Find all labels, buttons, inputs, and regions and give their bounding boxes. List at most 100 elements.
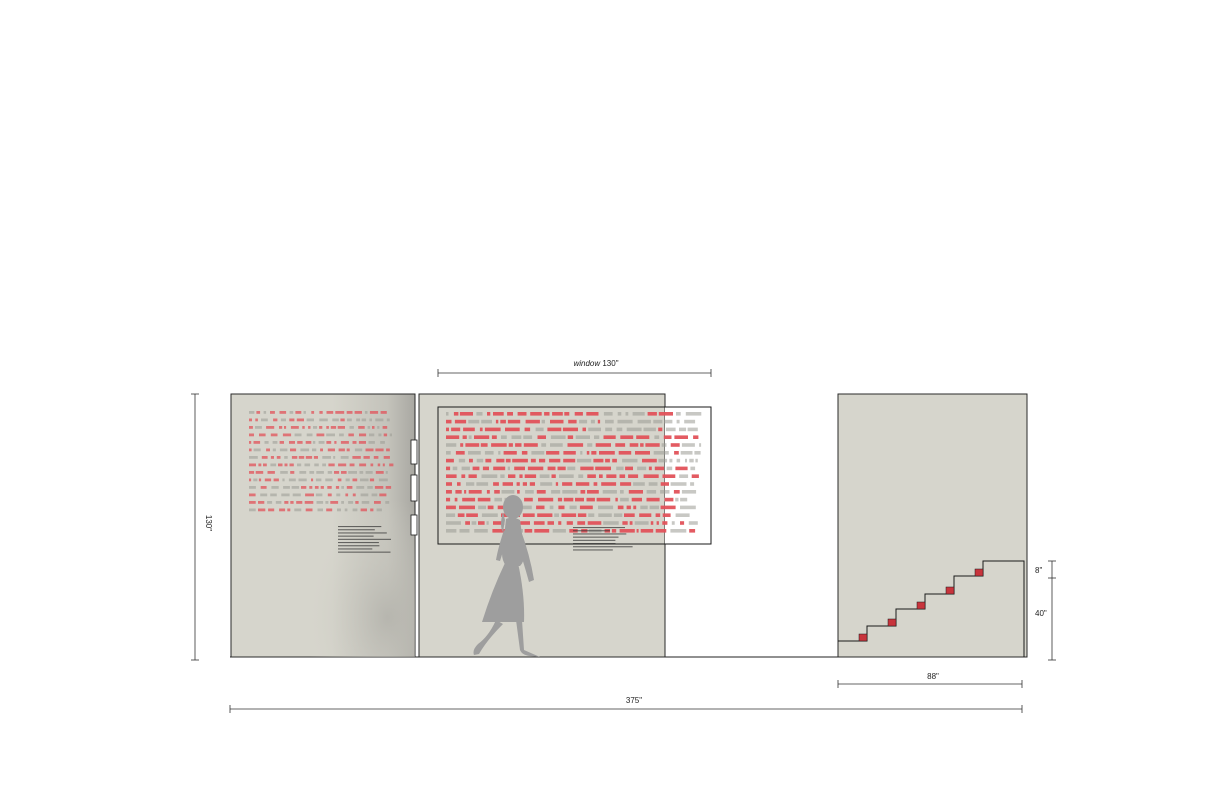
caption-line <box>338 535 374 537</box>
text-mark <box>520 521 530 525</box>
text-mark <box>676 458 681 463</box>
text-mark <box>360 508 367 512</box>
text-mark <box>491 443 507 447</box>
caption-line <box>573 539 616 541</box>
window-dimension-label: window 130" <box>573 359 618 368</box>
text-mark <box>622 458 638 463</box>
text-mark <box>491 435 497 439</box>
window-caption <box>573 527 633 551</box>
text-mark <box>258 463 262 467</box>
text-mark <box>524 427 531 432</box>
text-mark <box>249 418 252 422</box>
text-mark <box>561 513 577 517</box>
text-mark <box>521 451 528 455</box>
text-mark <box>508 474 516 478</box>
text-mark <box>699 443 702 447</box>
text-mark <box>616 427 623 432</box>
text-mark <box>525 490 534 494</box>
text-mark <box>524 474 537 478</box>
text-mark <box>369 411 379 414</box>
text-mark <box>272 441 278 444</box>
text-mark <box>691 474 699 478</box>
text-mark <box>249 456 258 459</box>
text-mark <box>558 505 565 510</box>
caption-line <box>573 536 619 538</box>
text-mark <box>541 419 545 424</box>
caption-line <box>338 548 373 550</box>
text-mark <box>327 486 332 489</box>
text-mark <box>301 486 307 489</box>
text-mark <box>685 458 687 463</box>
text-mark <box>369 418 372 422</box>
text-mark <box>352 478 358 482</box>
text-mark <box>551 474 556 478</box>
text-mark <box>580 490 586 494</box>
text-mark <box>555 482 559 486</box>
text-mark <box>284 426 287 429</box>
text-mark <box>632 412 645 416</box>
text-mark <box>354 448 363 452</box>
text-mark <box>628 490 643 494</box>
text-mark <box>666 466 673 471</box>
text-mark <box>327 493 332 497</box>
text-mark <box>669 458 673 463</box>
text-mark <box>298 456 305 459</box>
text-mark <box>693 435 699 439</box>
text-mark <box>446 443 457 447</box>
text-mark <box>670 529 687 533</box>
text-mark <box>386 448 390 452</box>
text-mark <box>300 448 310 452</box>
text-mark <box>316 501 324 504</box>
text-mark <box>596 497 611 502</box>
text-mark <box>468 451 481 455</box>
text-mark <box>524 529 533 533</box>
text-mark <box>468 435 472 439</box>
text-mark <box>355 501 359 504</box>
text-mark <box>534 529 550 533</box>
text-mark <box>446 505 456 510</box>
text-mark <box>688 521 698 525</box>
text-mark <box>290 448 297 452</box>
text-mark <box>549 458 561 463</box>
caption-line <box>338 545 380 547</box>
text-mark <box>485 458 492 463</box>
text-mark <box>268 508 275 512</box>
text-mark <box>378 433 382 437</box>
text-mark <box>580 466 594 471</box>
text-mark <box>319 426 323 429</box>
text-mark <box>626 427 642 432</box>
walking-woman-silhouette-icon <box>473 495 540 657</box>
text-mark <box>276 456 281 459</box>
text-mark <box>598 505 614 510</box>
text-mark <box>599 474 603 478</box>
text-mark <box>563 451 576 455</box>
text-mark <box>551 490 561 494</box>
text-mark <box>249 508 256 512</box>
text-mark <box>345 478 350 482</box>
text-mark <box>643 427 656 432</box>
text-mark <box>494 490 500 494</box>
text-mark <box>377 463 381 467</box>
text-mark <box>493 482 499 486</box>
text-mark <box>263 411 267 414</box>
text-mark <box>673 490 680 494</box>
text-mark <box>284 463 288 467</box>
text-mark <box>272 448 276 452</box>
text-mark <box>562 490 578 494</box>
step-dimension-label: 8" <box>1035 566 1042 575</box>
text-mark <box>611 529 617 533</box>
text-mark <box>620 435 634 439</box>
text-mark <box>260 493 268 497</box>
text-mark <box>296 501 303 504</box>
text-mark <box>622 521 628 525</box>
text-mark <box>523 443 538 447</box>
text-mark <box>633 505 637 510</box>
text-mark <box>325 478 333 482</box>
text-mark <box>478 521 485 525</box>
text-mark <box>298 478 307 482</box>
text-mark <box>360 478 369 482</box>
text-mark <box>258 478 262 482</box>
text-mark <box>365 448 374 452</box>
text-mark <box>249 411 255 414</box>
text-mark <box>517 412 527 416</box>
